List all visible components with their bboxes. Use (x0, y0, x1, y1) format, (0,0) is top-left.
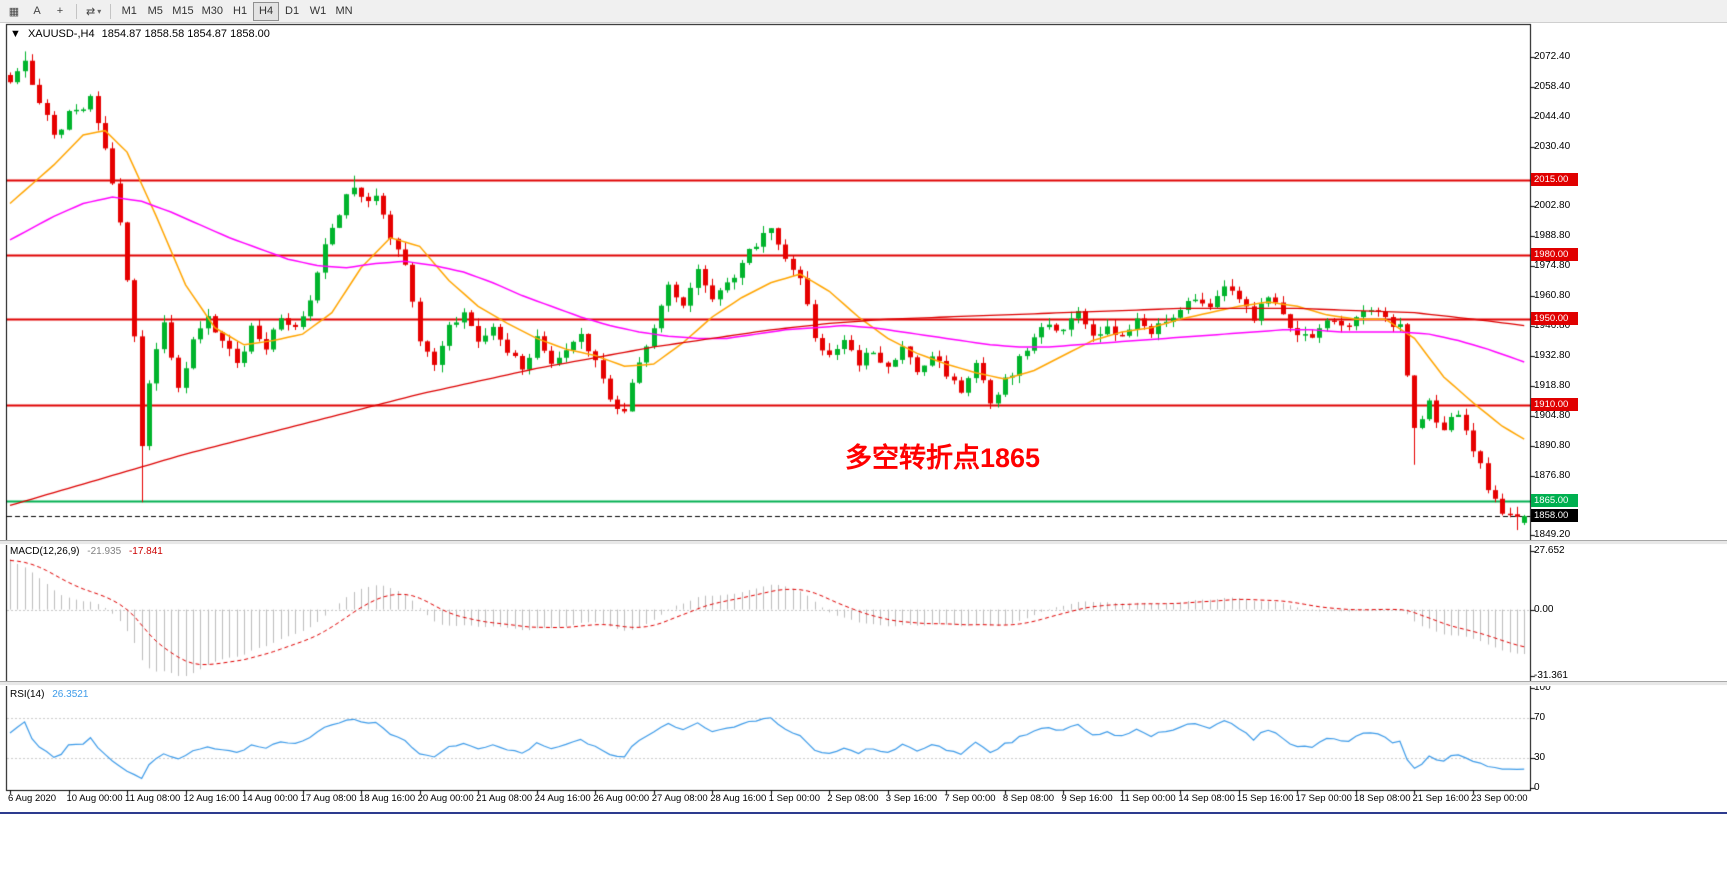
time-axis-label: 17 Aug 08:00 (300, 793, 357, 804)
price-tick-label: 2030.40 (1534, 140, 1571, 152)
time-axis-label: 14 Aug 00:00 (242, 793, 299, 804)
timeframe-button-mn[interactable]: MN (331, 2, 357, 21)
time-axis-label: 7 Sep 00:00 (944, 793, 996, 804)
time-axis-label: 14 Sep 08:00 (1178, 793, 1235, 804)
time-axis-label: 6 Aug 2020 (8, 793, 57, 804)
time-axis-label: 8 Sep 08:00 (1002, 793, 1055, 804)
crosshair-button[interactable]: + (49, 2, 71, 21)
macd-scale-label: -31.361 (1534, 670, 1568, 681)
time-axis-label: 21 Sep 16:00 (1412, 793, 1469, 804)
timeframe-button-m1[interactable]: M1 (116, 2, 142, 21)
time-axis-label: 26 Aug 00:00 (593, 793, 650, 804)
cycles-icon: ⇄ (86, 5, 96, 18)
collapse-triangle-icon[interactable]: ▼ (10, 28, 21, 40)
chart-title: ▼ XAUUSD-,H4 1854.87 1858.58 1854.87 185… (10, 28, 274, 40)
chart-ohlc-text: 1854.87 1858.58 1854.87 1858.00 (101, 28, 270, 40)
grid-icon: ▦ (8, 5, 20, 18)
price-tick-label: 1904.80 (1534, 409, 1571, 421)
macd-indicator-label: MACD(12,26,9) -21.935 -17.841 (10, 546, 163, 557)
time-axis-label: 2 Sep 08:00 (827, 793, 879, 804)
rsi-scale-label: 30 (1534, 752, 1546, 763)
price-level-badge: 1858.00 (1531, 509, 1578, 523)
window-bottom-border (0, 812, 1727, 814)
time-axis-label: 11 Aug 08:00 (125, 793, 181, 804)
macd-signal-value: -17.841 (128, 546, 163, 557)
rsi-value: 26.3521 (52, 689, 89, 700)
macd-title: MACD(12,26,9) (10, 546, 80, 557)
price-tick-label: 1849.20 (1534, 529, 1571, 540)
time-axis-label: 12 Aug 16:00 (183, 793, 240, 804)
timeframe-button-d1[interactable]: D1 (279, 2, 305, 21)
time-axis-label: 3 Sep 16:00 (885, 793, 938, 804)
price-tick-label: 1932.80 (1534, 349, 1571, 361)
panel-splitter-rsi[interactable] (0, 681, 1727, 686)
price-level-badge: 1980.00 (1531, 247, 1578, 261)
timeframe-button-h1[interactable]: H1 (227, 2, 253, 21)
indicators-dropdown-button[interactable]: ⇄ ▾ (82, 2, 105, 21)
macd-main-value: -21.935 (87, 546, 122, 557)
timeframe-button-m30[interactable]: M30 (198, 2, 227, 21)
price-tick-label: 1890.80 (1534, 439, 1571, 451)
time-axis-label: 23 Sep 00:00 (1471, 793, 1528, 804)
price-tick-label: 2044.40 (1534, 110, 1571, 122)
macd-scale-label: 0.00 (1534, 603, 1554, 615)
time-axis-label: 18 Sep 08:00 (1353, 793, 1411, 804)
price-tick-label: 1974.80 (1534, 260, 1571, 272)
rsi-scale-label: 0 (1534, 782, 1540, 793)
time-axis-label: 27 Aug 08:00 (651, 793, 708, 804)
time-axis-label: 21 Aug 08:00 (476, 793, 533, 804)
price-tick-label: 1876.80 (1534, 469, 1571, 481)
toolbar-separator (110, 3, 112, 19)
chart-symbol-text: XAUUSD-,H4 (27, 28, 95, 40)
price-tick-label: 1960.80 (1534, 290, 1571, 301)
toolbar-separator (76, 3, 77, 19)
timeframe-button-m5[interactable]: M5 (142, 2, 168, 21)
timeframe-button-h4[interactable]: H4 (253, 1, 280, 21)
time-axis-label: 10 Aug 00:00 (66, 793, 123, 804)
price-level-badge: 2015.00 (1531, 172, 1578, 186)
timeframe-button-m15[interactable]: M15 (168, 2, 197, 21)
time-axis-label: 20 Aug 00:00 (417, 793, 474, 804)
rsi-title: RSI(14) (10, 689, 45, 700)
rsi-scale-label: 100 (1534, 682, 1551, 693)
tick-chart-button[interactable]: ▦ (3, 2, 25, 21)
time-axis-label: 24 Aug 16:00 (534, 793, 591, 804)
text-annotation-button[interactable]: A (26, 2, 48, 21)
crosshair-icon: + (56, 5, 64, 17)
chart-annotation-text[interactable]: 多空转折点1865 (845, 443, 1041, 473)
price-level-badge: 1910.00 (1531, 397, 1578, 411)
time-axis-label: 1 Sep 00:00 (768, 793, 820, 804)
panel-splitter-macd[interactable] (0, 540, 1727, 545)
time-axis-label: 11 Sep 00:00 (1119, 793, 1176, 804)
price-tick-label: 1918.80 (1534, 379, 1571, 391)
price-tick-label: 1988.80 (1534, 230, 1571, 242)
price-tick-label: 1946.80 (1534, 319, 1571, 331)
price-level-badge: 1865.00 (1531, 494, 1578, 508)
time-axis-label: 15 Sep 16:00 (1236, 793, 1294, 804)
time-axis-label: 17 Sep 00:00 (1295, 793, 1352, 804)
timeframe-group: M1 M5 M15 M30 H1 H4 D1 W1 MN (116, 1, 357, 21)
time-axis-label: 28 Aug 16:00 (710, 793, 767, 804)
main-toolbar: ▦ A + ⇄ ▾ M1 M5 M15 M30 H1 H4 D1 W1 MN (0, 0, 1727, 23)
chevron-down-icon: ▾ (97, 6, 102, 16)
price-tick-label: 2002.80 (1534, 200, 1571, 212)
rsi-scale-label: 70 (1534, 712, 1546, 723)
rsi-indicator-label: RSI(14) 26.3521 (10, 689, 88, 700)
macd-scale-label: 27.652 (1534, 545, 1565, 556)
price-tick-label: 2072.40 (1534, 51, 1571, 62)
letter-a-icon: A (33, 5, 41, 17)
time-axis-label: 9 Sep 16:00 (1061, 793, 1113, 804)
price-tick-label: 2058.40 (1534, 80, 1571, 92)
time-axis-label: 18 Aug 16:00 (359, 793, 416, 804)
price-level-badge: 1950.00 (1531, 312, 1578, 326)
timeframe-button-w1[interactable]: W1 (305, 2, 331, 21)
